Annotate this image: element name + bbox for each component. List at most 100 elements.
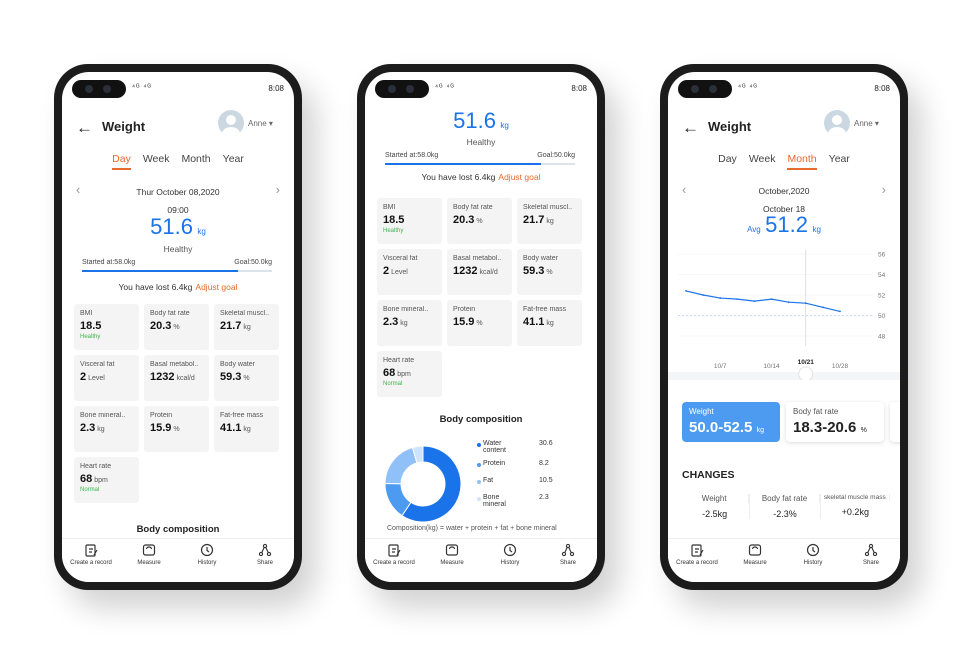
weight-line-chart[interactable]: 56 54 52 50 48 10/7 10/14 10/21 10/28	[668, 250, 900, 380]
metric-unit: %	[476, 218, 483, 225]
metric-value-row: 2 Level	[383, 265, 436, 277]
metric-value: 21.7	[523, 214, 545, 226]
nav-share-button[interactable]: Share	[240, 543, 290, 582]
metric-card[interactable]: Skeletal muscl.. 21.7 kg	[517, 198, 582, 244]
adjust-goal-link[interactable]: Adjust goal	[498, 172, 541, 182]
metric-label: Body fat rate	[150, 310, 190, 317]
y-tick-label: 50	[878, 313, 886, 320]
back-arrow-icon[interactable]: ←	[682, 118, 699, 137]
page-title: Weight	[102, 119, 146, 134]
user-menu[interactable]: Anne ▾	[248, 119, 273, 128]
metric-label: BMI	[80, 310, 93, 317]
health-status: Healthy	[163, 244, 193, 254]
metric-value: 68	[80, 473, 93, 485]
nav-clock-button[interactable]: History	[182, 543, 232, 582]
goal-weight: Goal:50.0kg	[234, 259, 272, 266]
tab-year[interactable]: Year	[222, 153, 244, 165]
data-point	[804, 302, 807, 305]
tile-unit: kg	[756, 427, 764, 434]
metric-value-row: 59.3%	[523, 265, 576, 277]
chevron-left-icon[interactable]: ‹	[682, 182, 687, 197]
x-tick-label: 10/14	[763, 363, 780, 370]
tab-year[interactable]: Year	[828, 153, 850, 165]
chart-scroll-track[interactable]	[668, 372, 900, 380]
metric-card[interactable]: Heart rate 68 bpm Normal	[74, 457, 139, 503]
metric-card[interactable]: Visceral fat 2 Level	[74, 355, 139, 401]
tab-week[interactable]: Week	[748, 153, 776, 165]
metric-card[interactable]: Bone mineral.. 2.3 kg	[377, 300, 442, 346]
metric-card[interactable]: Fat-free mass 41.1 kg	[214, 406, 279, 452]
clock-icon	[503, 543, 517, 557]
metric-card[interactable]: Fat-free mass 41.1 kg	[517, 300, 582, 346]
adjust-goal-link[interactable]: Adjust goal	[195, 282, 238, 292]
metric-card[interactable]: Body fat rate 20.3%	[144, 304, 209, 350]
metric-card[interactable]: Basal metabol.. 1232 kcal/d	[447, 249, 512, 295]
metric-unit: kg	[243, 426, 251, 433]
month-label: October,2020	[758, 186, 810, 196]
weight-range-tile[interactable]: Weight 50.0-52.5 kg	[682, 402, 780, 442]
next-tile[interactable]	[890, 402, 900, 442]
data-point	[821, 306, 824, 309]
metric-unit: kg	[97, 426, 105, 433]
tab-month[interactable]: Month	[787, 153, 817, 170]
metric-card[interactable]: Body fat rate 20.3%	[447, 198, 512, 244]
metric-unit: kg	[546, 320, 554, 327]
metric-card[interactable]: BMI 18.5 Healthy	[74, 304, 139, 350]
metric-unit: %	[476, 320, 483, 327]
metric-value: 1232	[453, 265, 478, 277]
metric-card[interactable]: Visceral fat 2 Level	[377, 249, 442, 295]
metric-card[interactable]: Basal metabol.. 1232 kcal/d	[144, 355, 209, 401]
nav-edit-button[interactable]: Create a record	[369, 543, 419, 582]
body-composition-heading: Body composition	[136, 524, 220, 535]
change-label: skeletal muscle mass	[821, 494, 890, 501]
nav-scale-button[interactable]: Measure	[730, 543, 780, 582]
data-point	[719, 297, 722, 299]
metric-card[interactable]: Body water 59.3%	[214, 355, 279, 401]
status-time: 8:08	[874, 84, 890, 93]
metric-label: Heart rate	[383, 357, 415, 364]
metric-value: 2	[80, 371, 87, 383]
metric-value: 2.3	[80, 422, 96, 434]
nav-clock-button[interactable]: History	[788, 543, 838, 582]
y-tick-label: 48	[878, 334, 886, 341]
metric-card[interactable]: Heart rate 68 bpm Normal	[377, 351, 442, 397]
avatar[interactable]	[218, 110, 244, 136]
user-menu[interactable]: Anne ▾	[854, 119, 879, 128]
metric-unit: Level	[88, 375, 105, 382]
body-fat-range-tile[interactable]: Body fat rate 18.3-20.6 %	[786, 402, 884, 442]
phone-composition-view: ⁴ᴳ ⁴ᴳ 8:08 51.6 kg Healthy Started at:58…	[357, 64, 605, 590]
nav-label: Measure	[440, 560, 464, 566]
nav-edit-button[interactable]: Create a record	[66, 543, 116, 582]
chevron-right-icon[interactable]: ›	[881, 182, 886, 197]
signal-icon: ⁴ᴳ ⁴ᴳ	[435, 84, 455, 91]
nav-share-button[interactable]: Share	[846, 543, 896, 582]
nav-clock-button[interactable]: History	[485, 543, 535, 582]
metric-label: Heart rate	[80, 463, 112, 470]
nav-label: Share	[559, 560, 576, 566]
metric-card[interactable]: Protein 15.9%	[447, 300, 512, 346]
nav-scale-button[interactable]: Measure	[124, 543, 174, 582]
metric-card[interactable]: Protein 15.9%	[144, 406, 209, 452]
metric-card[interactable]: Bone mineral.. 2.3 kg	[74, 406, 139, 452]
nav-scale-button[interactable]: Measure	[427, 543, 477, 582]
back-arrow-icon[interactable]: ←	[76, 118, 93, 137]
chevron-left-icon[interactable]: ‹	[76, 182, 81, 197]
metric-card[interactable]: BMI 18.5 Healthy	[377, 198, 442, 244]
tab-month[interactable]: Month	[181, 153, 211, 165]
metric-value-row: 68 bpm	[383, 367, 436, 379]
nav-edit-button[interactable]: Create a record	[672, 543, 722, 582]
tab-day[interactable]: Day	[718, 153, 737, 165]
chart-scrubber-handle[interactable]	[798, 366, 814, 380]
metric-card[interactable]: Body water 59.3%	[517, 249, 582, 295]
metrics-grid: BMI 18.5 Healthy Body fat rate 20.3% Skeletal…	[377, 198, 583, 397]
lost-summary: You have lost 6.4kg Adjust goal	[62, 282, 294, 292]
avatar[interactable]	[824, 110, 850, 136]
nav-share-button[interactable]: Share	[543, 543, 593, 582]
screen: ⁴ᴳ ⁴ᴳ 8:08 ← Weight Anne ▾ Day Week Month Y…	[62, 72, 294, 582]
tab-week[interactable]: Week	[142, 153, 170, 165]
period-tabs: Day Week Month Year	[668, 153, 900, 170]
metric-card[interactable]: Skeletal muscl.. 21.7 kg	[214, 304, 279, 350]
tab-day[interactable]: Day	[112, 153, 131, 170]
metric-unit: %	[173, 324, 180, 331]
chevron-right-icon[interactable]: ›	[275, 182, 280, 197]
